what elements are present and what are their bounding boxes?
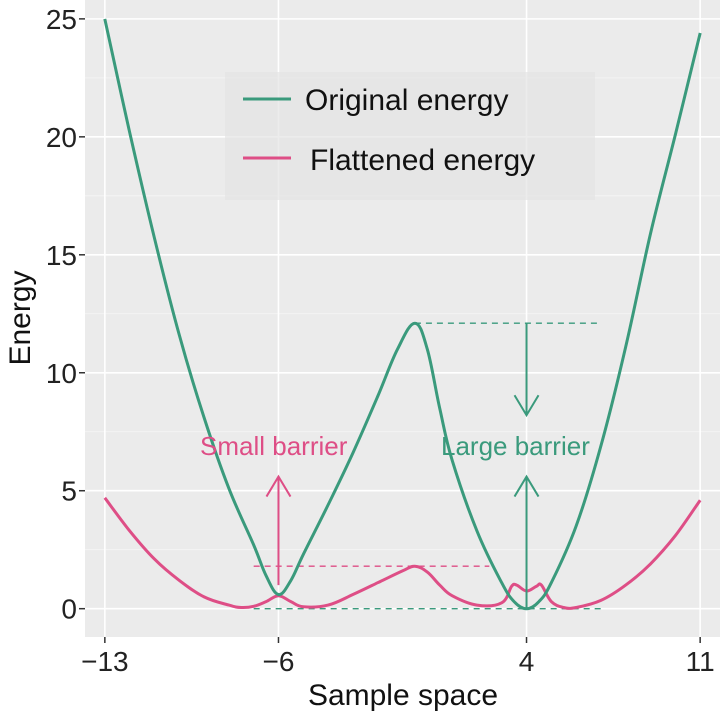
large-barrier-down-arrow-head — [513, 394, 540, 418]
annotation-large-barrier: Large barrier — [441, 431, 590, 461]
small-barrier-arrow-head — [265, 474, 292, 498]
x-axis-title: Sample space — [308, 679, 498, 712]
legend-label-original: Original energy — [305, 84, 508, 117]
y-tick-label: 25 — [46, 4, 77, 35]
dashed-level-lines — [253, 322, 601, 610]
y-tick-label: 10 — [46, 358, 77, 389]
legend-box — [225, 72, 595, 200]
barrier-arrows — [265, 323, 540, 609]
y-tick-label: 5 — [61, 476, 77, 507]
large-barrier-arrow-head — [513, 474, 540, 498]
x-tick-label: −13 — [81, 646, 129, 677]
axis-ticks: 0 5 10 15 20 25 −13 −6 4 11 — [46, 4, 715, 677]
legend: Original energy Flattened energy — [225, 72, 595, 200]
y-tick-label: 0 — [61, 594, 77, 625]
x-tick-label: 4 — [519, 646, 535, 677]
annotation-small-barrier: Small barrier — [200, 431, 348, 461]
legend-label-flattened: Flattened energy — [310, 144, 535, 177]
watermark: 知乎 @邓伟 — [592, 679, 688, 700]
x-tick-label: 11 — [686, 646, 715, 677]
y-tick-label: 15 — [46, 240, 77, 271]
y-axis-title: Energy — [4, 270, 37, 365]
series-line-original — [103, 18, 702, 611]
series-line-flattened — [103, 496, 702, 610]
x-tick-label: −6 — [263, 646, 295, 677]
y-tick-label: 20 — [46, 122, 77, 153]
series-lines — [103, 18, 702, 611]
